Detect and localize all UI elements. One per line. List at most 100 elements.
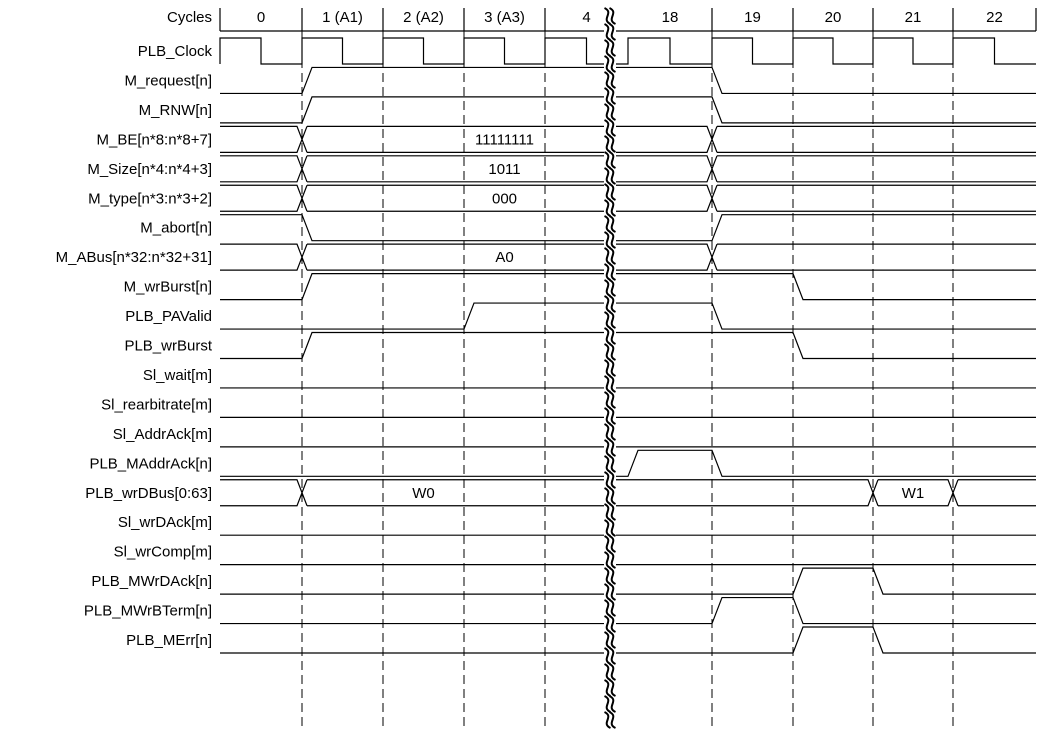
break-stroke bbox=[608, 359, 617, 377]
break-stroke bbox=[603, 695, 612, 713]
break-stroke bbox=[608, 231, 617, 249]
break-stroke bbox=[608, 119, 617, 137]
break-stroke bbox=[603, 631, 612, 649]
break-stroke bbox=[608, 535, 617, 553]
cycle-header-0: 0 bbox=[257, 9, 265, 26]
break-stroke bbox=[608, 583, 617, 601]
signal-row: Sl_wrComp[m] bbox=[114, 544, 1036, 566]
break-stroke bbox=[603, 647, 612, 665]
bus-waveform bbox=[220, 125, 1036, 153]
break-stroke bbox=[603, 231, 612, 249]
signal-name: Sl_wrDAck[m] bbox=[118, 514, 212, 531]
break-stroke bbox=[608, 615, 617, 633]
bus-waveform bbox=[220, 155, 1036, 183]
break-stroke bbox=[608, 663, 617, 681]
bus-value: 11111111 bbox=[475, 131, 534, 148]
break-stroke bbox=[603, 295, 612, 313]
signal-waveform bbox=[220, 331, 1036, 360]
clock-waveform bbox=[219, 37, 1036, 65]
signal-waveform bbox=[220, 626, 1036, 654]
bus-waveform bbox=[220, 184, 1036, 212]
break-stroke bbox=[603, 503, 612, 521]
time-break-icon bbox=[603, 4, 617, 730]
break-stroke bbox=[608, 55, 617, 73]
cycle-header: Cycles 0 1 (A1) 2 (A2) 3 (A3) 4 18 19 20 21 22 bbox=[167, 8, 1037, 32]
break-stroke bbox=[603, 311, 612, 329]
signal-name: PLB_MWrBTerm[n] bbox=[84, 603, 212, 620]
break-stroke bbox=[603, 23, 612, 41]
signal-row: Sl_wrDAck[m] bbox=[118, 514, 1036, 536]
break-stroke bbox=[608, 263, 617, 281]
signal-waveform bbox=[220, 302, 1036, 330]
signal-row: Sl_wait[m] bbox=[143, 367, 1036, 389]
break-stroke bbox=[603, 263, 612, 281]
cycle-header-7: 20 bbox=[825, 9, 842, 26]
signal-waveform bbox=[220, 214, 1036, 242]
break-stroke bbox=[603, 391, 612, 409]
break-stroke bbox=[608, 567, 617, 585]
cycles-header-label: Cycles bbox=[167, 9, 212, 26]
signal-waveform bbox=[220, 96, 1036, 124]
break-stroke bbox=[603, 279, 612, 297]
signal-row: Sl_AddrAck[m] bbox=[113, 426, 1036, 448]
signal-name: Sl_wrComp[m] bbox=[114, 544, 212, 561]
break-stroke bbox=[603, 247, 612, 265]
break-stroke bbox=[608, 343, 617, 361]
cycle-gridlines bbox=[301, 31, 954, 728]
break-stroke bbox=[603, 55, 612, 73]
break-stroke bbox=[603, 439, 612, 457]
break-stroke bbox=[608, 407, 617, 425]
break-stroke bbox=[608, 439, 617, 457]
signal-name: PLB_wrDBus[0:63] bbox=[85, 485, 212, 502]
signal-name: PLB_wrBurst bbox=[124, 338, 212, 355]
break-stroke bbox=[603, 551, 612, 569]
break-stroke bbox=[603, 423, 612, 441]
break-stroke bbox=[603, 407, 612, 425]
break-stroke bbox=[608, 631, 617, 649]
signal-name: PLB_MAddrAck[n] bbox=[89, 455, 212, 472]
signal-row: PLB_wrBurst bbox=[124, 331, 1036, 360]
break-stroke bbox=[603, 471, 612, 489]
cycle-header-2: 2 (A2) bbox=[403, 9, 444, 26]
break-stroke bbox=[608, 215, 617, 233]
break-stroke bbox=[603, 119, 612, 137]
break-stroke bbox=[608, 39, 617, 57]
signal-name: M_type[n*3:n*3+2] bbox=[88, 190, 212, 207]
signal-row: PLB_MAddrAck[n] bbox=[89, 449, 1036, 477]
signal-name: Sl_AddrAck[m] bbox=[113, 426, 212, 443]
break-stroke bbox=[608, 471, 617, 489]
break-stroke bbox=[603, 519, 612, 537]
break-stroke bbox=[603, 39, 612, 57]
cycle-header-9: 22 bbox=[986, 9, 1003, 26]
break-stroke bbox=[603, 567, 612, 585]
break-stroke bbox=[603, 615, 612, 633]
break-stroke bbox=[608, 87, 617, 105]
break-stroke bbox=[603, 359, 612, 377]
break-stroke bbox=[603, 71, 612, 89]
break-stroke bbox=[608, 711, 617, 729]
break-stroke bbox=[603, 151, 612, 169]
break-stroke bbox=[603, 375, 612, 393]
signal-row: PLB_MErr[n] bbox=[126, 626, 1036, 654]
bus-value: W0 bbox=[412, 485, 435, 502]
signal-name: PLB_MErr[n] bbox=[126, 632, 212, 649]
signal-row: M_BE[n*8:n*8+7] 11111111 bbox=[97, 125, 1036, 153]
signal-name: PLB_Clock bbox=[138, 43, 213, 60]
break-stroke bbox=[608, 503, 617, 521]
break-stroke bbox=[603, 167, 612, 185]
cycle-header-8: 21 bbox=[905, 9, 922, 26]
bus-value-backdrop bbox=[410, 483, 437, 502]
break-stroke bbox=[603, 343, 612, 361]
bus-value-backdrop bbox=[464, 130, 545, 149]
break-stroke bbox=[603, 455, 612, 473]
signal-row: Sl_rearbitrate[m] bbox=[101, 396, 1036, 418]
break-stroke bbox=[608, 183, 617, 201]
break-stroke bbox=[603, 679, 612, 697]
signal-name: Sl_rearbitrate[m] bbox=[101, 396, 212, 413]
break-stroke bbox=[608, 327, 617, 345]
break-stroke bbox=[608, 423, 617, 441]
signal-waveform bbox=[220, 596, 1036, 625]
signal-name: M_BE[n*8:n*8+7] bbox=[97, 131, 213, 148]
signal-name: M_wrBurst[n] bbox=[124, 279, 212, 296]
signal-row: M_ABus[n*32:n*32+31] A0 bbox=[56, 243, 1036, 271]
